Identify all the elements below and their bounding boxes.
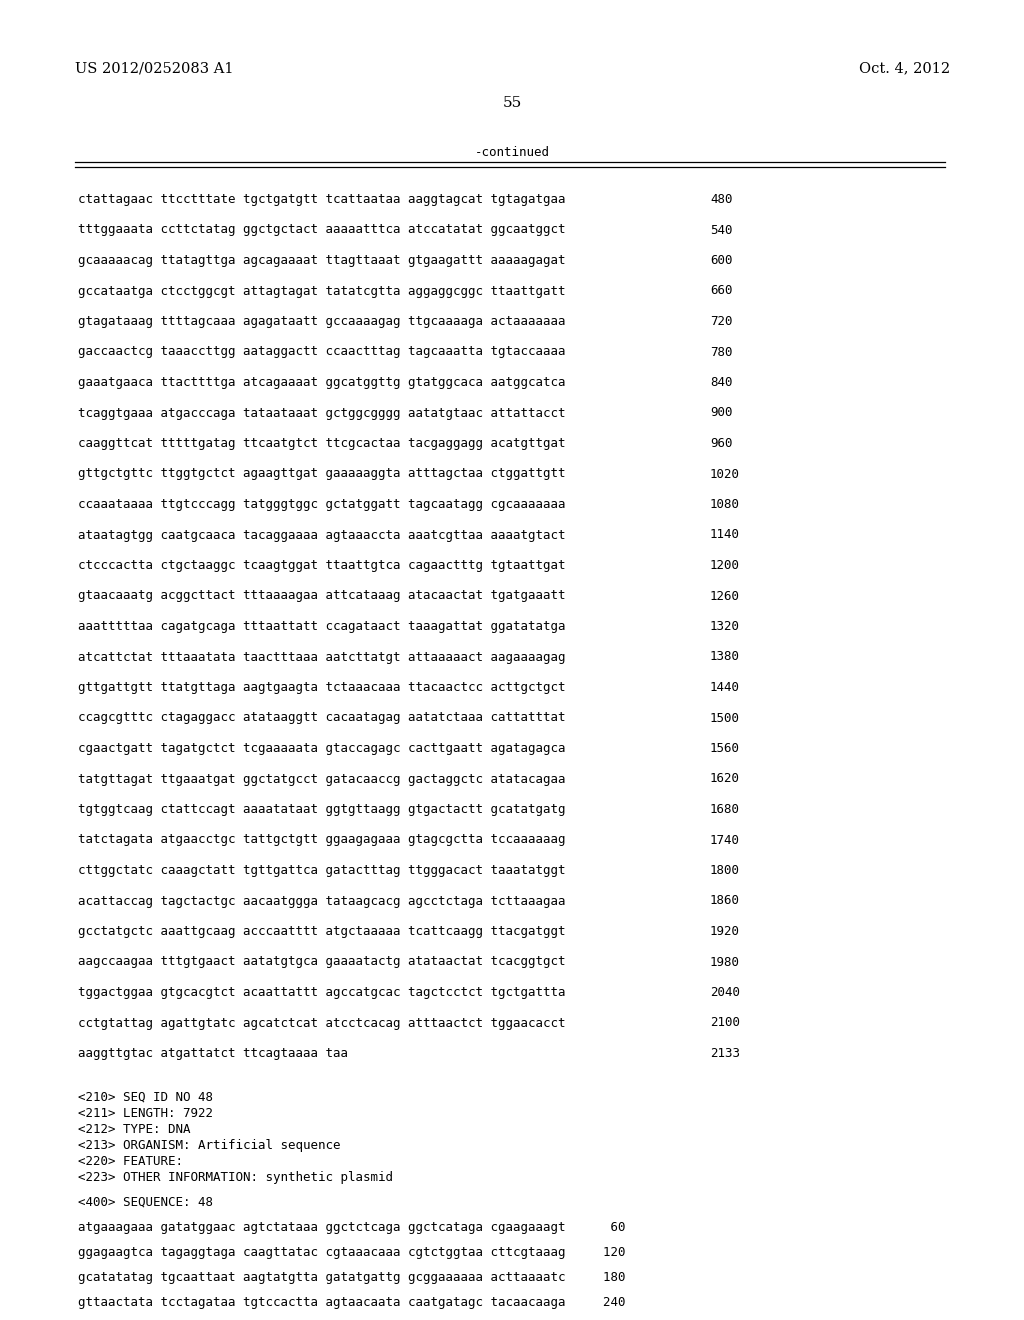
- Text: <212> TYPE: DNA: <212> TYPE: DNA: [78, 1123, 190, 1137]
- Text: 480: 480: [710, 193, 732, 206]
- Text: 960: 960: [710, 437, 732, 450]
- Text: gccataatga ctcctggcgt attagtagat tatatcgtta aggaggcggc ttaattgatt: gccataatga ctcctggcgt attagtagat tatatcg…: [78, 285, 565, 297]
- Text: 1980: 1980: [710, 956, 740, 969]
- Text: tggactggaa gtgcacgtct acaattattt agccatgcac tagctcctct tgctgattta: tggactggaa gtgcacgtct acaattattt agccatg…: [78, 986, 565, 999]
- Text: 2100: 2100: [710, 1016, 740, 1030]
- Text: ataatagtgg caatgcaaca tacaggaaaa agtaaaccta aaatcgttaa aaaatgtact: ataatagtgg caatgcaaca tacaggaaaa agtaaac…: [78, 528, 565, 541]
- Text: gttgattgtt ttatgttaga aagtgaagta tctaaacaaa ttacaactcc acttgctgct: gttgattgtt ttatgttaga aagtgaagta tctaaac…: [78, 681, 565, 694]
- Text: 1020: 1020: [710, 467, 740, 480]
- Text: gcaaaaacag ttatagttga agcagaaaat ttagttaaat gtgaagattt aaaaagagat: gcaaaaacag ttatagttga agcagaaaat ttagtta…: [78, 253, 565, 267]
- Text: 1440: 1440: [710, 681, 740, 694]
- Text: 1140: 1140: [710, 528, 740, 541]
- Text: US 2012/0252083 A1: US 2012/0252083 A1: [75, 61, 233, 75]
- Text: <211> LENGTH: 7922: <211> LENGTH: 7922: [78, 1107, 213, 1119]
- Text: 1920: 1920: [710, 925, 740, 939]
- Text: cgaactgatt tagatgctct tcgaaaaata gtaccagagc cacttgaatt agatagagca: cgaactgatt tagatgctct tcgaaaaata gtaccag…: [78, 742, 565, 755]
- Text: tttggaaata ccttctatag ggctgctact aaaaatttca atccatatat ggcaatggct: tttggaaata ccttctatag ggctgctact aaaaatt…: [78, 223, 565, 236]
- Text: 1860: 1860: [710, 895, 740, 908]
- Text: ccaaataaaa ttgtcccagg tatgggtggc gctatggatt tagcaatagg cgcaaaaaaa: ccaaataaaa ttgtcccagg tatgggtggc gctatgg…: [78, 498, 565, 511]
- Text: tatgttagat ttgaaatgat ggctatgcct gatacaaccg gactaggctc atatacagaa: tatgttagat ttgaaatgat ggctatgcct gatacaa…: [78, 772, 565, 785]
- Text: aaggttgtac atgattatct ttcagtaaaa taa: aaggttgtac atgattatct ttcagtaaaa taa: [78, 1047, 348, 1060]
- Text: aagccaagaa tttgtgaact aatatgtgca gaaaatactg atataactat tcacggtgct: aagccaagaa tttgtgaact aatatgtgca gaaaata…: [78, 956, 565, 969]
- Text: 2133: 2133: [710, 1047, 740, 1060]
- Text: cttggctatc caaagctatt tgttgattca gatactttag ttgggacact taaatatggt: cttggctatc caaagctatt tgttgattca gatactt…: [78, 865, 565, 876]
- Text: atgaaagaaa gatatggaac agtctataaa ggctctcaga ggctcataga cgaagaaagt      60: atgaaagaaa gatatggaac agtctataaa ggctctc…: [78, 1221, 626, 1234]
- Text: ccagcgtttc ctagaggacc atataaggtt cacaatagag aatatctaaa cattatttat: ccagcgtttc ctagaggacc atataaggtt cacaata…: [78, 711, 565, 725]
- Text: 2040: 2040: [710, 986, 740, 999]
- Text: 1320: 1320: [710, 620, 740, 634]
- Text: 540: 540: [710, 223, 732, 236]
- Text: 1500: 1500: [710, 711, 740, 725]
- Text: Oct. 4, 2012: Oct. 4, 2012: [859, 61, 950, 75]
- Text: 1260: 1260: [710, 590, 740, 602]
- Text: 1380: 1380: [710, 651, 740, 664]
- Text: gcctatgctc aaattgcaag acccaatttt atgctaaaaa tcattcaagg ttacgatggt: gcctatgctc aaattgcaag acccaatttt atgctaa…: [78, 925, 565, 939]
- Text: gtagataaag ttttagcaaa agagataatt gccaaaagag ttgcaaaaga actaaaaaaa: gtagataaag ttttagcaaa agagataatt gccaaaa…: [78, 315, 565, 327]
- Text: ctcccactta ctgctaaggc tcaagtggat ttaattgtca cagaactttg tgtaattgat: ctcccactta ctgctaaggc tcaagtggat ttaattg…: [78, 558, 565, 572]
- Text: cctgtattag agattgtatc agcatctcat atcctcacag atttaactct tggaacacct: cctgtattag agattgtatc agcatctcat atcctca…: [78, 1016, 565, 1030]
- Text: aaatttttaa cagatgcaga tttaattatt ccagataact taaagattat ggatatatga: aaatttttaa cagatgcaga tttaattatt ccagata…: [78, 620, 565, 634]
- Text: tcaggtgaaa atgacccaga tataataaat gctggcgggg aatatgtaac attattacct: tcaggtgaaa atgacccaga tataataaat gctggcg…: [78, 407, 565, 420]
- Text: <220> FEATURE:: <220> FEATURE:: [78, 1155, 183, 1168]
- Text: gcatatatag tgcaattaat aagtatgtta gatatgattg gcggaaaaaa acttaaaatc     180: gcatatatag tgcaattaat aagtatgtta gatatga…: [78, 1271, 626, 1284]
- Text: caaggttcat tttttgatag ttcaatgtct ttcgcactaa tacgaggagg acatgttgat: caaggttcat tttttgatag ttcaatgtct ttcgcac…: [78, 437, 565, 450]
- Text: 1200: 1200: [710, 558, 740, 572]
- Text: 720: 720: [710, 315, 732, 327]
- Text: <210> SEQ ID NO 48: <210> SEQ ID NO 48: [78, 1092, 213, 1104]
- Text: ggagaagtca tagaggtaga caagttatac cgtaaacaaa cgtctggtaa cttcgtaaag     120: ggagaagtca tagaggtaga caagttatac cgtaaac…: [78, 1246, 626, 1259]
- Text: 1740: 1740: [710, 833, 740, 846]
- Text: 1680: 1680: [710, 803, 740, 816]
- Text: gaccaactcg taaaccttgg aataggactt ccaactttag tagcaaatta tgtaccaaaa: gaccaactcg taaaccttgg aataggactt ccaactt…: [78, 346, 565, 359]
- Text: 1080: 1080: [710, 498, 740, 511]
- Text: 840: 840: [710, 376, 732, 389]
- Text: 600: 600: [710, 253, 732, 267]
- Text: 1800: 1800: [710, 865, 740, 876]
- Text: atcattctat tttaaatata taactttaaa aatcttatgt attaaaaact aagaaaagag: atcattctat tttaaatata taactttaaa aatctta…: [78, 651, 565, 664]
- Text: ctattagaac ttcctttate tgctgatgtt tcattaataa aaggtagcat tgtagatgaa: ctattagaac ttcctttate tgctgatgtt tcattaa…: [78, 193, 565, 206]
- Text: <223> OTHER INFORMATION: synthetic plasmid: <223> OTHER INFORMATION: synthetic plasm…: [78, 1171, 393, 1184]
- Text: 780: 780: [710, 346, 732, 359]
- Text: gaaatgaaca ttacttttga atcagaaaat ggcatggttg gtatggcaca aatggcatca: gaaatgaaca ttacttttga atcagaaaat ggcatgg…: [78, 376, 565, 389]
- Text: gttaactata tcctagataa tgtccactta agtaacaata caatgatagc tacaacaaga     240: gttaactata tcctagataa tgtccactta agtaaca…: [78, 1296, 626, 1309]
- Text: -continued: -continued: [474, 145, 550, 158]
- Text: acattaccag tagctactgc aacaatggga tataagcacg agcctctaga tcttaaagaa: acattaccag tagctactgc aacaatggga tataagc…: [78, 895, 565, 908]
- Text: tatctagata atgaacctgc tattgctgtt ggaagagaaa gtagcgctta tccaaaaaag: tatctagata atgaacctgc tattgctgtt ggaagag…: [78, 833, 565, 846]
- Text: 55: 55: [503, 96, 521, 110]
- Text: <400> SEQUENCE: 48: <400> SEQUENCE: 48: [78, 1196, 213, 1209]
- Text: <213> ORGANISM: Artificial sequence: <213> ORGANISM: Artificial sequence: [78, 1139, 341, 1152]
- Text: 660: 660: [710, 285, 732, 297]
- Text: gttgctgttc ttggtgctct agaagttgat gaaaaaggta atttagctaa ctggattgtt: gttgctgttc ttggtgctct agaagttgat gaaaaag…: [78, 467, 565, 480]
- Text: 1560: 1560: [710, 742, 740, 755]
- Text: tgtggtcaag ctattccagt aaaatataat ggtgttaagg gtgactactt gcatatgatg: tgtggtcaag ctattccagt aaaatataat ggtgtta…: [78, 803, 565, 816]
- Text: 1620: 1620: [710, 772, 740, 785]
- Text: gtaacaaatg acggcttact tttaaaagaa attcataaag atacaactat tgatgaaatt: gtaacaaatg acggcttact tttaaaagaa attcata…: [78, 590, 565, 602]
- Text: 900: 900: [710, 407, 732, 420]
